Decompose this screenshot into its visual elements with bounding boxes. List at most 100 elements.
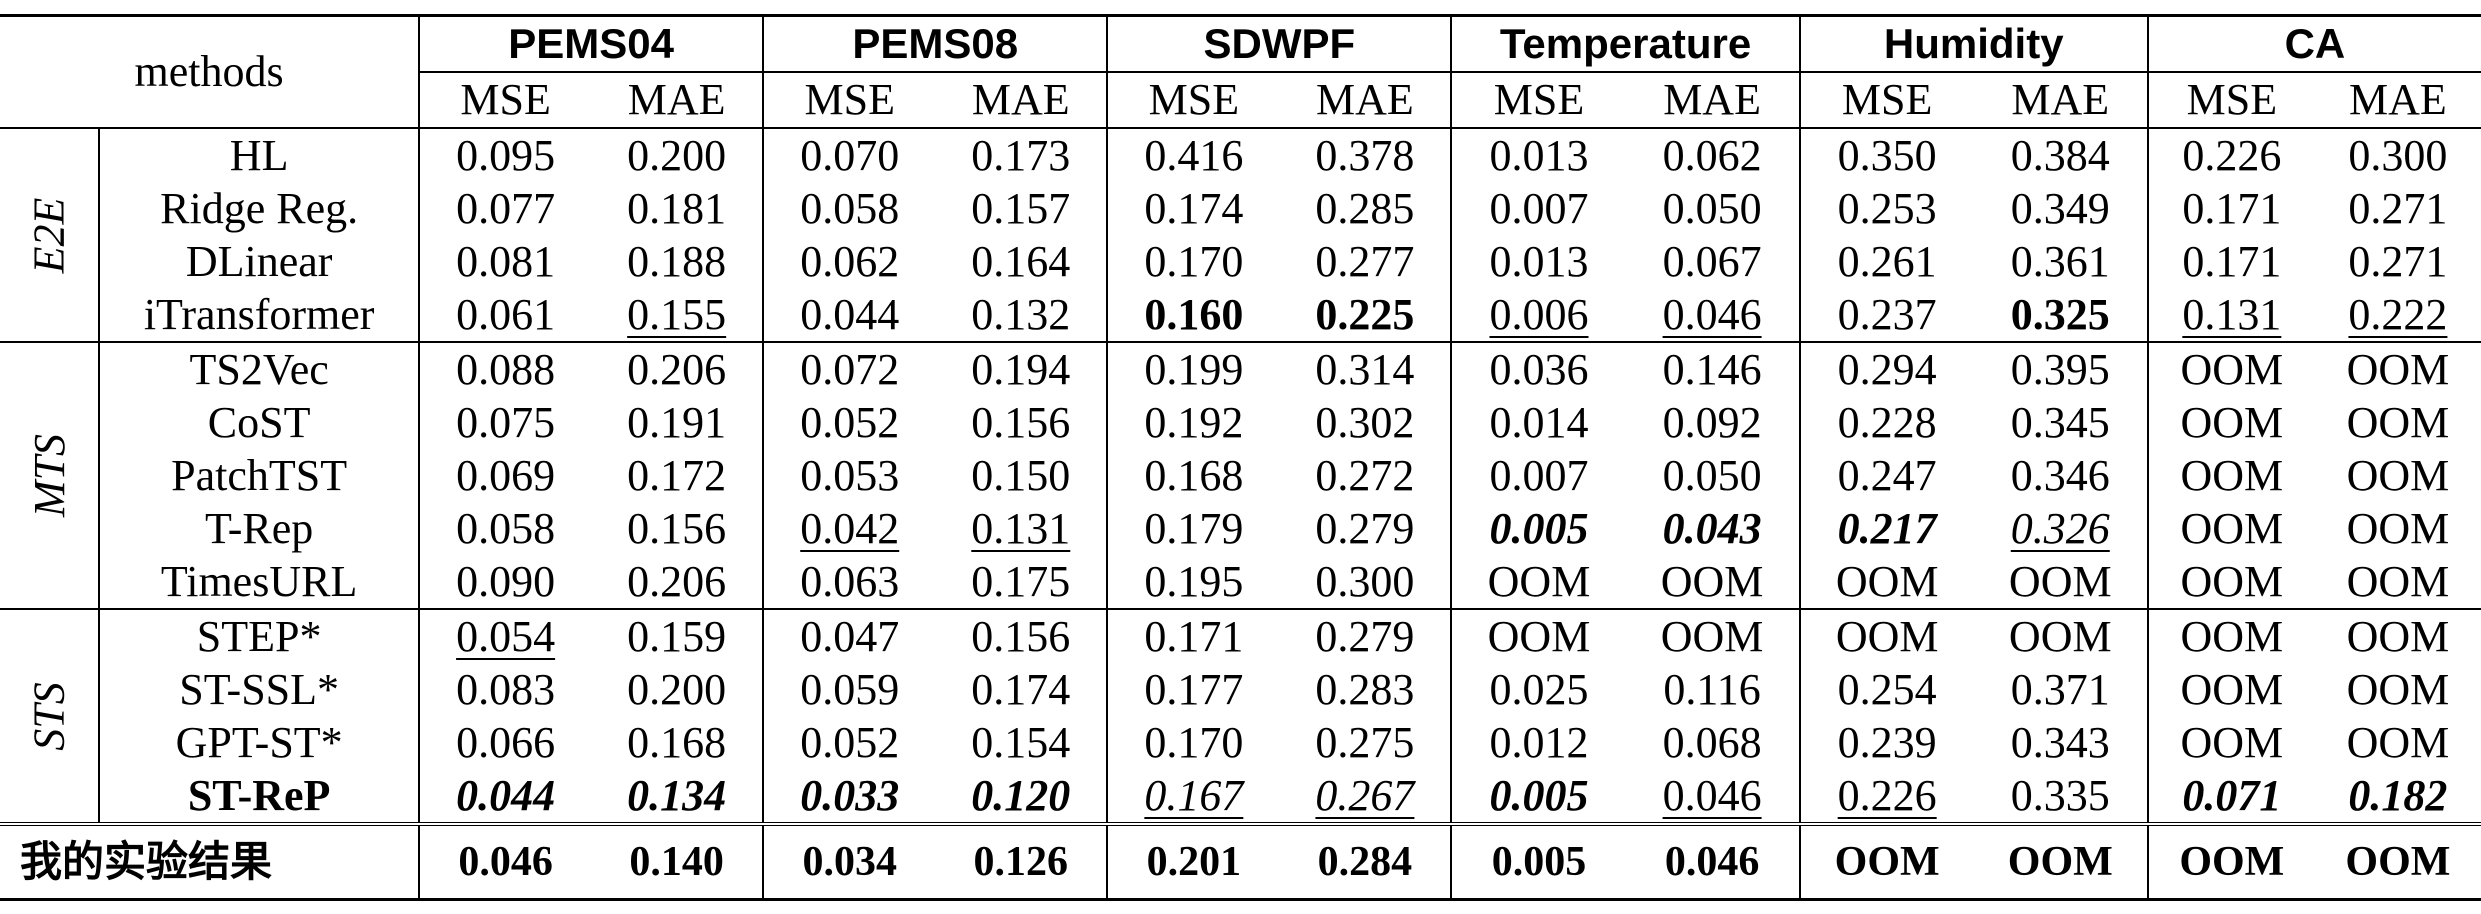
cell-text: 0.171 — [2182, 237, 2282, 286]
mae-value: 0.159 — [591, 608, 764, 663]
mae-value: OOM — [2315, 663, 2481, 716]
cell-text: 0.247 — [1837, 451, 1937, 500]
metric-header-mse: MSE — [2146, 71, 2315, 128]
mse-value: 0.013 — [1450, 235, 1626, 288]
my-mae-value: 0.046 — [1625, 822, 1800, 901]
my-mae-value: 0.284 — [1279, 822, 1452, 901]
mae-value: 0.174 — [935, 663, 1107, 716]
table-row: CoST 0.075 0.191 0.052 0.156 0.192 0.302 0.014 0… — [0, 396, 2481, 449]
metric-header-mse: MSE — [762, 71, 936, 128]
cell-text: 0.042 — [800, 504, 900, 553]
cell-text: 0.253 — [1837, 184, 1937, 233]
method-name: DLinear — [185, 237, 333, 286]
cell-text: OOM — [2180, 665, 2284, 714]
cell-text: OOM — [1660, 612, 1764, 661]
mse-value: 0.069 — [418, 449, 592, 502]
cell-text: OOM — [2346, 665, 2450, 714]
cell-text: 0.059 — [800, 665, 900, 714]
my-mse-value: 0.034 — [762, 822, 936, 901]
cell-text: 0.300 — [2348, 131, 2448, 180]
mse-value: 0.261 — [1798, 235, 1974, 288]
mae-value: 0.194 — [935, 341, 1108, 396]
table-row: STS STEP* 0.054 0.159 0.047 0.156 0.171 0.279 OO… — [0, 608, 2481, 824]
table-row: ST-SSL* 0.083 0.200 0.059 0.174 0.177 0.283 0.0… — [0, 663, 2481, 716]
cell-text: 0.044 — [456, 771, 556, 820]
cell-text: 0.182 — [2348, 771, 2448, 820]
cell-text: 0.159 — [627, 612, 727, 661]
mae-value: 0.132 — [935, 288, 1107, 342]
mse-value: 0.174 — [1106, 182, 1280, 235]
cell-text: 0.014 — [1489, 398, 1589, 447]
cell-text: 0.335 — [2010, 771, 2110, 820]
cell-text: 0.083 — [456, 665, 556, 714]
mse-value: 0.070 — [762, 127, 936, 182]
mse-value: 0.131 — [2146, 288, 2315, 342]
cell-text: OOM — [2346, 557, 2450, 606]
mse-value: 0.054 — [418, 608, 592, 663]
mae-value: 0.156 — [935, 396, 1107, 449]
mse-value: 0.052 — [762, 396, 936, 449]
results-table: methods PEMS04 PEMS08 SDWPF Temperature … — [0, 14, 2481, 901]
mae-value: 0.271 — [2315, 235, 2481, 288]
cell-text: 0.181 — [627, 184, 727, 233]
mae-value: 0.283 — [1279, 663, 1451, 716]
my-results-label: 我的实验结果 — [0, 822, 420, 901]
cell-text: 0.371 — [2010, 665, 2110, 714]
mse-value: 0.012 — [1450, 716, 1626, 769]
mae-value: 0.272 — [1279, 449, 1451, 502]
method-name: Ridge Reg. — [160, 184, 359, 233]
mse-value: OOM — [2146, 502, 2315, 555]
cell-text: 0.072 — [800, 345, 900, 394]
cell-text: OOM — [2346, 398, 2450, 447]
cell-text: OOM — [1835, 557, 1939, 606]
cell-text: 0.116 — [1663, 665, 1761, 714]
mae-value: 0.300 — [2314, 127, 2481, 182]
results-body: E2E HL 0.095 0.200 0.070 0.173 0.416 0.378 0.013… — [0, 127, 2481, 901]
metric-header-mae: MAE — [591, 71, 764, 128]
mse-value: OOM — [1798, 608, 1974, 663]
cell-text: OOM — [2180, 451, 2284, 500]
metric-header-mse: MSE — [1798, 71, 1974, 128]
cell-text: OOM — [2346, 451, 2450, 500]
mae-value: 0.131 — [935, 502, 1107, 555]
mse-value: 0.088 — [418, 341, 592, 396]
mse-value: 0.253 — [1798, 182, 1974, 235]
metric-header-mae: MAE — [1625, 71, 1800, 128]
cell-text: 0.146 — [1662, 345, 1762, 394]
mse-value: 0.195 — [1106, 555, 1280, 609]
cell-text: 0.272 — [1315, 451, 1415, 500]
mse-value: 0.025 — [1450, 663, 1626, 716]
method-name: STEP* — [99, 608, 420, 663]
cell-text: 0.226 — [2182, 131, 2282, 180]
mae-value: 0.361 — [1974, 235, 2148, 288]
cell-text: OOM — [2008, 557, 2112, 606]
cell-text: 0.006 — [1489, 290, 1589, 339]
mse-value: 0.294 — [1798, 341, 1974, 396]
mae-value: 0.155 — [591, 288, 763, 342]
cell-text: 0.120 — [971, 771, 1071, 820]
cell-text: 0.068 — [1662, 718, 1762, 767]
mae-value: 0.267 — [1279, 769, 1451, 824]
mae-value: OOM — [1974, 555, 2148, 609]
mae-value: OOM — [2315, 502, 2481, 555]
mae-value: 0.314 — [1279, 341, 1452, 396]
method-name: TimesURL — [160, 557, 358, 606]
mse-value: 0.171 — [2146, 235, 2315, 288]
mae-value: 0.285 — [1279, 182, 1451, 235]
my-mse-value: 0.046 — [418, 822, 592, 901]
cell-text: 0.071 — [2182, 771, 2282, 820]
mse-value: 0.237 — [1798, 288, 1974, 342]
cell-text: OOM — [2180, 398, 2284, 447]
mae-value: 0.271 — [2315, 182, 2481, 235]
cell-text: 0.271 — [2348, 237, 2448, 286]
my-mse-value: OOM — [1798, 822, 1974, 901]
mse-value: 0.228 — [1798, 396, 1974, 449]
mae-value: 0.116 — [1626, 663, 1800, 716]
cell-text: 0.206 — [627, 345, 727, 394]
cell-text: 0.053 — [800, 451, 900, 500]
metric-header-mae: MAE — [935, 71, 1108, 128]
cell-text: 0.294 — [1837, 345, 1937, 394]
mae-value: 0.164 — [935, 235, 1107, 288]
methods-header: methods — [0, 14, 420, 129]
mse-value: 0.007 — [1450, 449, 1626, 502]
